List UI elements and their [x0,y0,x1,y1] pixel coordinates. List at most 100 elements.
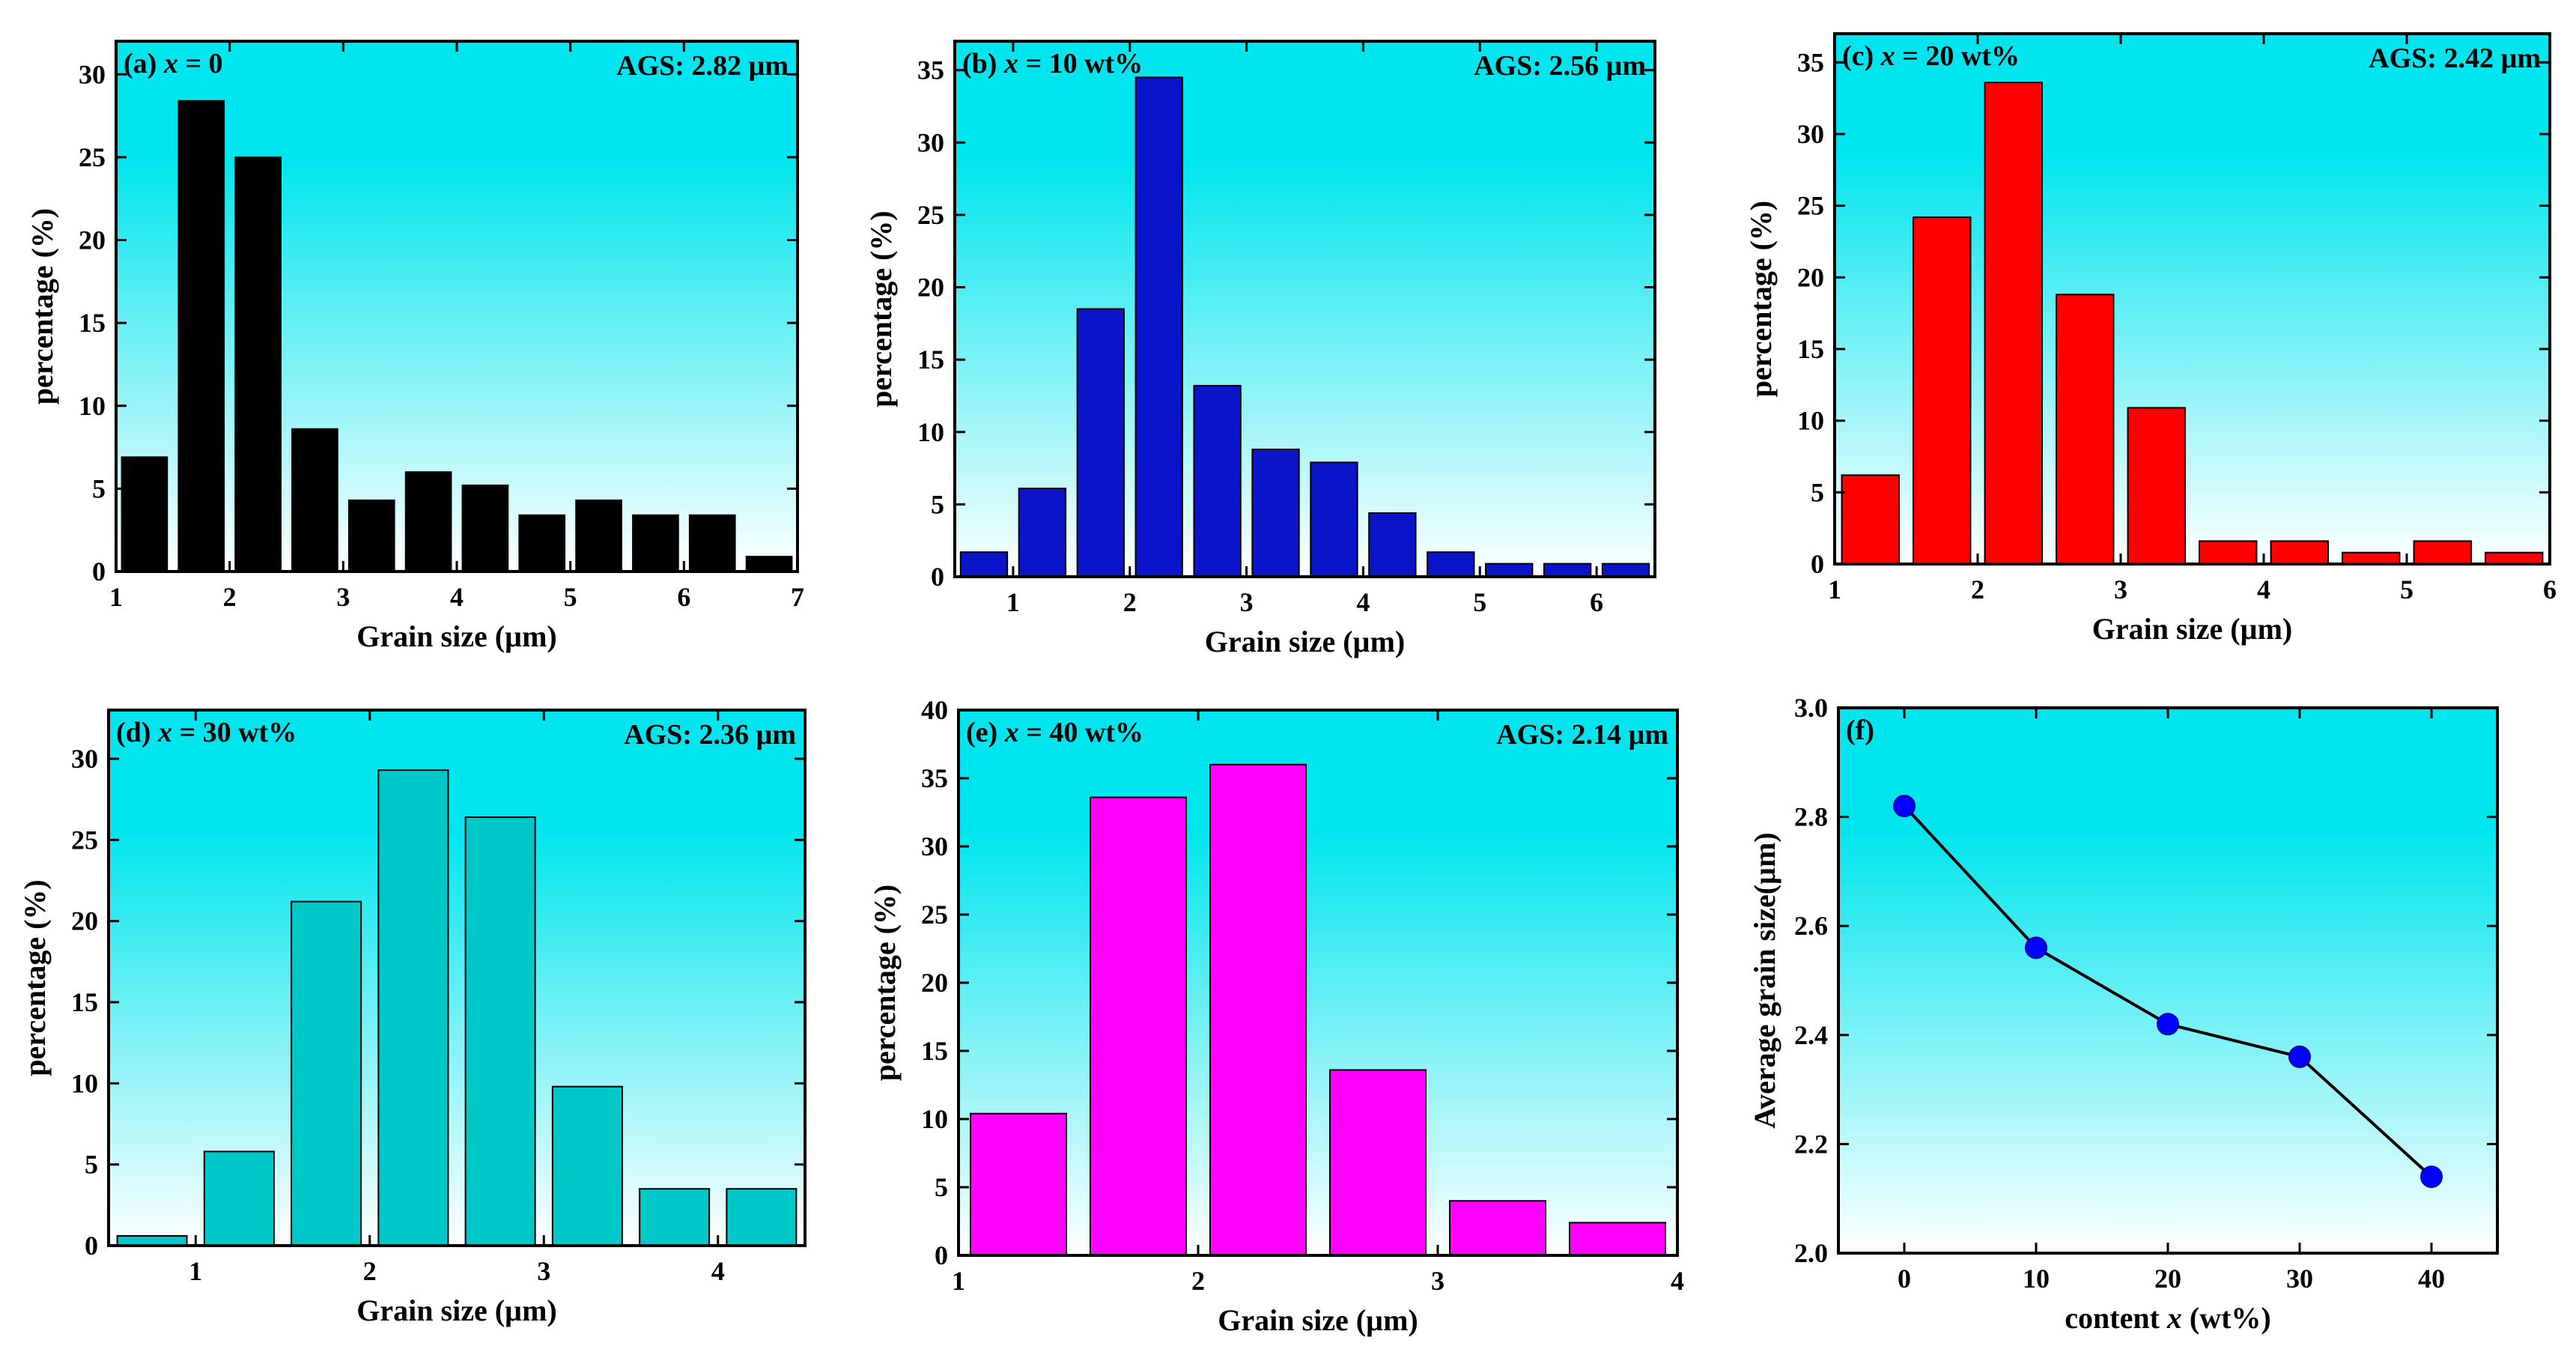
ytick-label-b-1: 5 [931,489,944,519]
xtick-label-c-1: 2 [1971,575,1984,604]
ytick-label-a-0: 0 [92,557,106,586]
plot-area-b [955,41,1655,577]
xlabel-d: Grain size (µm) [356,1294,556,1327]
xtick-label-d-1: 2 [363,1256,377,1286]
xtick-label-e-1: 2 [1191,1266,1205,1296]
bar-a-1 [177,100,225,572]
bar-a-7 [518,514,566,573]
ytick-label-a-6: 30 [79,59,106,89]
bar-b-2 [1076,308,1125,578]
xlabel-c: Grain size (µm) [2092,612,2292,646]
bar-d-5 [551,1085,623,1246]
bar-e-1 [1090,796,1187,1256]
ytick-label-c-2: 10 [1797,406,1824,436]
ytick-label-a-1: 5 [92,473,106,503]
xlabel-f-suffix: (wt%) [2182,1301,2271,1335]
panel-title-c: (c) x = 20 wt% [1842,40,2020,72]
axes-frame-b [953,40,1656,578]
bar-c-0 [1841,474,1900,566]
bar-c-6 [2270,540,2329,566]
ytick-label-b-7: 35 [917,55,944,85]
ytick-label-c-7: 35 [1797,47,1824,77]
xtick-label-d-2: 3 [537,1256,550,1286]
xtick-label-d-3: 4 [711,1256,725,1286]
bar-e-0 [970,1112,1067,1256]
xtick-label-c-2: 3 [2114,575,2127,604]
xtick-label-a-3: 4 [450,582,464,612]
panel-title-b: (b) x = 10 wt% [962,48,1143,79]
ytick-label-b-5: 25 [917,200,944,230]
plot-area-e [959,710,1677,1255]
bar-b-0 [959,551,1009,578]
bar-b-3 [1134,76,1183,578]
point-f-1 [2025,936,2047,960]
bar-e-3 [1329,1069,1427,1256]
bar-c-3 [2056,294,2115,565]
panel-title-f-prefix: (f) [1846,715,1874,746]
panel-title-a-suffix: = 0 [178,48,223,79]
xtick-label-f-4: 40 [2418,1264,2445,1294]
xtick-label-b-4: 5 [1473,587,1486,617]
ytick-label-d-5: 25 [71,825,98,855]
panel-title-e-var: x [1004,717,1019,748]
ylabel-b: percentage (%) [864,210,898,407]
panel-title-c-suffix: = 20 wt% [1895,40,2020,72]
panel-f: 0 10 20 30 40 2.0 2.2 2.4 2.6 2.8 3.0 content x (wt… [1748,693,2499,1335]
bar-a-5 [404,471,452,572]
xtick-label-e-0: 1 [952,1266,965,1296]
bar-b-1 [1018,488,1067,578]
bar-e-2 [1209,763,1307,1256]
ytick-label-d-2: 10 [71,1068,98,1098]
ytick-label-e-3: 15 [921,1036,948,1066]
xtick-label-a-1: 2 [223,582,237,612]
ylabel-c: percentage (%) [1744,201,1778,398]
point-f-2 [2157,1013,2179,1036]
bar-c-8 [2413,540,2472,566]
bar-c-4 [2127,407,2186,565]
ytick-label-d-3: 15 [71,987,98,1017]
panel-b: 1 2 3 4 5 6 0 5 10 15 20 25 30 35 Grain size (µm) perce… [864,40,1656,658]
ytick-label-c-4: 20 [1797,262,1824,292]
ytick-label-f-4: 2.8 [1794,802,1828,832]
bar-b-10 [1543,563,1592,578]
bar-b-5 [1251,448,1300,578]
xtick-label-c-3: 4 [2257,575,2270,604]
bar-d-6 [639,1188,711,1246]
panel-title-d-prefix: (d) [116,717,158,748]
xlabel-f: content x (wt%) [2065,1301,2271,1335]
bar-d-3 [377,769,449,1246]
xtick-label-c-0: 1 [1828,575,1841,604]
xtick-label-b-1: 2 [1123,587,1137,617]
bar-e-5 [1569,1222,1666,1256]
ytick-label-b-4: 20 [917,273,944,303]
ytick-label-f-3: 2.6 [1794,911,1828,941]
bar-b-9 [1485,563,1534,578]
xlabel-f-prefix: content [2065,1301,2167,1335]
xtick-label-c-5: 6 [2543,575,2557,604]
xtick-label-a-0: 1 [109,582,123,612]
ylabel-e: percentage (%) [868,885,902,1082]
bar-a-2 [234,156,282,572]
ytick-label-d-4: 20 [71,906,98,936]
ytick-label-e-2: 10 [921,1104,948,1134]
xtick-label-c-4: 5 [2400,575,2414,604]
bar-a-10 [688,514,736,573]
panel-title-b-prefix: (b) [962,48,1004,79]
xtick-label-a-4: 5 [564,582,577,612]
ytick-label-e-1: 5 [935,1172,948,1202]
xtick-label-b-5: 6 [1590,587,1603,617]
xtick-label-f-1: 10 [2023,1264,2050,1294]
bar-a-0 [121,456,168,573]
ags-label-e: AGS: 2.14 µm [1496,719,1668,751]
xlabel-e: Grain size (µm) [1218,1303,1418,1337]
point-f-3 [2288,1045,2311,1068]
xtick-label-b-0: 1 [1006,587,1020,617]
panel-d: 1 2 3 4 0 5 10 15 20 25 30 Grain size (µm) percentag… [18,709,806,1327]
xtick-label-e-2: 3 [1431,1266,1445,1296]
bar-b-6 [1310,461,1358,578]
ylabel-d: percentage (%) [18,879,52,1076]
ytick-label-e-4: 20 [921,968,948,998]
panel-title-a-prefix: (a) [124,48,164,79]
